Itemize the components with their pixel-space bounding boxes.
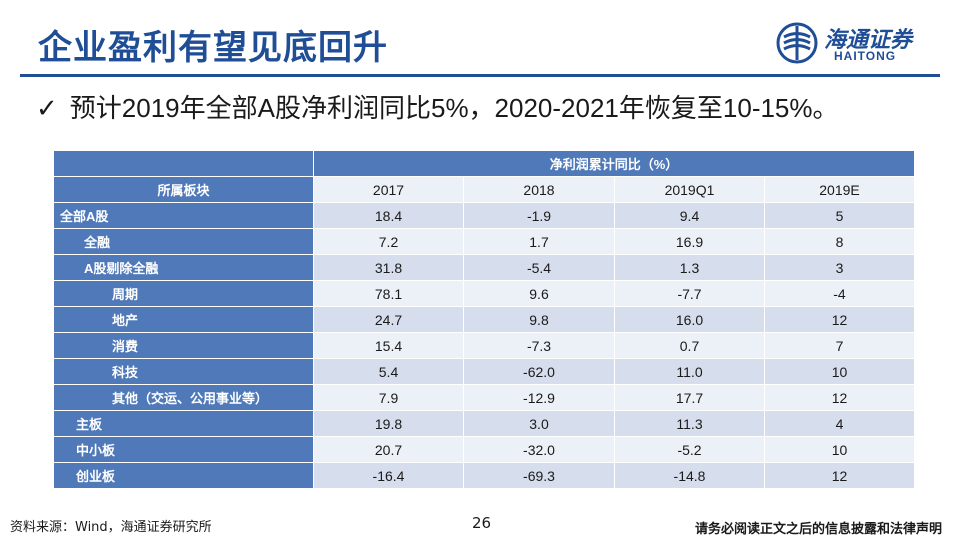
- table-cell: 9.4: [614, 202, 765, 229]
- table-cell: 17.7: [614, 384, 765, 411]
- table-cell: -5.2: [614, 436, 765, 463]
- table-cell: 16.9: [614, 228, 765, 255]
- table-cell: -7.3: [463, 332, 615, 359]
- table-cell: 78.1: [313, 280, 464, 307]
- row-label: 科技: [53, 358, 314, 385]
- row-label: 地产: [53, 306, 314, 333]
- table-row: 创业板 -16.4 -69.3 -14.8 12: [53, 462, 915, 489]
- column-header: 2017: [313, 176, 464, 203]
- row-label: 全融: [53, 228, 314, 255]
- table-cell: 7.2: [313, 228, 464, 255]
- table-cell: 11.3: [614, 410, 765, 437]
- table-cell: 10: [764, 436, 915, 463]
- table-cell: 3.0: [463, 410, 615, 437]
- table-cell: 0.7: [614, 332, 765, 359]
- table-row: 其他（交运、公用事业等） 7.9 -12.9 17.7 12: [53, 384, 915, 411]
- table-cell: 9.8: [463, 306, 615, 333]
- table-cell: -14.8: [614, 462, 765, 489]
- table-cell: 3: [764, 254, 915, 281]
- row-label: 中小板: [53, 436, 314, 463]
- table-cell: 15.4: [313, 332, 464, 359]
- table-cell: -7.7: [614, 280, 765, 307]
- row-label: 其他（交运、公用事业等）: [53, 384, 314, 411]
- table-cell: 1.3: [614, 254, 765, 281]
- column-header: 2019E: [764, 176, 915, 203]
- haitong-logo-icon: [776, 22, 818, 64]
- source-note: 资料来源：Wind，海通证券研究所: [10, 520, 212, 535]
- table-cell: 7: [764, 332, 915, 359]
- table-group-header-row: 净利润累计同比（%）: [53, 150, 915, 177]
- row-header: 所属板块: [53, 176, 314, 203]
- table-cell: -1.9: [463, 202, 615, 229]
- table-cell: 24.7: [313, 306, 464, 333]
- table-row: 科技 5.4 -62.0 11.0 10: [53, 358, 915, 385]
- table-row: A股剔除全融 31.8 -5.4 1.3 3: [53, 254, 915, 281]
- key-point-text: 预计2019年全部A股净利润同比5%，2020-2021年恢复至10-15%。: [69, 93, 839, 123]
- table-header-row: 所属板块 2017 2018 2019Q1 2019E: [53, 176, 915, 203]
- table-cell: 12: [764, 384, 915, 411]
- group-header: 净利润累计同比（%）: [313, 150, 915, 177]
- table-row: 全融 7.2 1.7 16.9 8: [53, 228, 915, 255]
- table-cell: 20.7: [313, 436, 464, 463]
- key-point: ✓ 预计2019年全部A股净利润同比5%，2020-2021年恢复至10-15%。: [36, 88, 839, 125]
- table-row: 中小板 20.7 -32.0 -5.2 10: [53, 436, 915, 463]
- table-cell: 12: [764, 462, 915, 489]
- table-cell: -4: [764, 280, 915, 307]
- table-cell: 31.8: [313, 254, 464, 281]
- row-label: 周期: [53, 280, 314, 307]
- row-label: 全部A股: [53, 202, 314, 229]
- table-row: 周期 78.1 9.6 -7.7 -4: [53, 280, 915, 307]
- row-label: 创业板: [53, 462, 314, 489]
- row-label: 主板: [53, 410, 314, 437]
- title-divider: [20, 74, 940, 77]
- table-cell: 12: [764, 306, 915, 333]
- table-cell: 19.8: [313, 410, 464, 437]
- logo-cn-text: 海通证券: [824, 27, 913, 53]
- legal-disclaimer: 请务必阅读正文之后的信息披露和法律声明: [694, 522, 942, 537]
- table-cell: 7.9: [313, 384, 464, 411]
- profit-growth-table: 净利润累计同比（%） 所属板块 2017 2018 2019Q1 2019E 全…: [53, 150, 915, 489]
- table-corner-cell: [53, 150, 314, 177]
- table-cell: 1.7: [463, 228, 615, 255]
- table-cell: 8: [764, 228, 915, 255]
- haitong-logo: 海通证券 HAITONG: [776, 22, 926, 64]
- table-cell: 5.4: [313, 358, 464, 385]
- table-cell: -32.0: [463, 436, 615, 463]
- table-cell: 9.6: [463, 280, 615, 307]
- column-header: 2018: [463, 176, 615, 203]
- row-label: 消费: [53, 332, 314, 359]
- logo-en-text: HAITONG: [834, 49, 897, 63]
- table-cell: 10: [764, 358, 915, 385]
- table-cell: 5: [764, 202, 915, 229]
- table-cell: 16.0: [614, 306, 765, 333]
- table-cell: -62.0: [463, 358, 615, 385]
- table-cell: -16.4: [313, 462, 464, 489]
- table-cell: 4: [764, 410, 915, 437]
- table-cell: -69.3: [463, 462, 615, 489]
- page-number: 26: [472, 514, 492, 532]
- table-cell: 18.4: [313, 202, 464, 229]
- table-row: 主板 19.8 3.0 11.3 4: [53, 410, 915, 437]
- table-cell: -5.4: [463, 254, 615, 281]
- table-row: 地产 24.7 9.8 16.0 12: [53, 306, 915, 333]
- table-cell: -12.9: [463, 384, 615, 411]
- row-label: A股剔除全融: [53, 254, 314, 281]
- table-row: 消费 15.4 -7.3 0.7 7: [53, 332, 915, 359]
- checkmark-icon: ✓: [36, 93, 58, 123]
- table-cell: 11.0: [614, 358, 765, 385]
- table-row: 全部A股 18.4 -1.9 9.4 5: [53, 202, 915, 229]
- column-header: 2019Q1: [614, 176, 765, 203]
- page-title: 企业盈利有望见底回升: [38, 28, 388, 68]
